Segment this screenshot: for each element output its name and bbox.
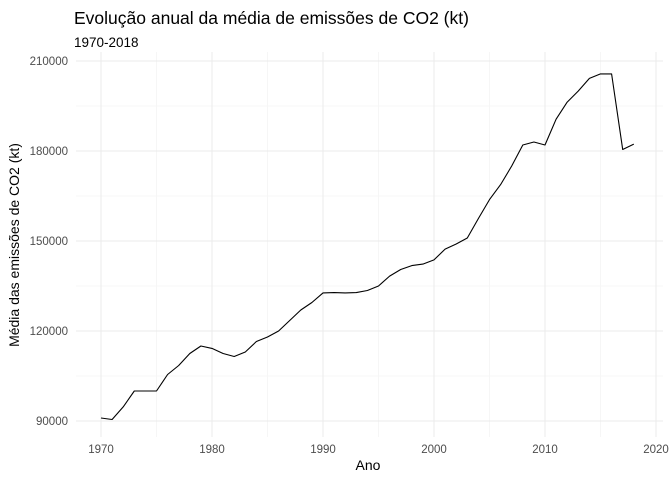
y-tick-label: 210000 (30, 56, 68, 68)
chart-subtitle: 1970-2018 (74, 35, 139, 50)
x-tick-label: 2020 (643, 444, 669, 456)
chart-title: Evolução anual da média de emissões de C… (74, 8, 469, 28)
x-tick-label: 1970 (88, 444, 114, 456)
gridlines (76, 52, 663, 437)
y-tick-label: 90000 (36, 416, 68, 428)
x-tick-label: 1990 (310, 444, 336, 456)
y-tick-label: 120000 (30, 326, 68, 338)
y-axis-ticks: 90000 120000 150000 180000 210000 (30, 56, 68, 428)
x-axis-label: Ano (356, 457, 381, 473)
y-tick-label: 150000 (30, 236, 68, 248)
x-tick-label: 1980 (199, 444, 225, 456)
y-tick-label: 180000 (30, 146, 68, 158)
series-line (100, 73, 635, 421)
x-tick-label: 2000 (421, 444, 447, 456)
series-group (100, 73, 635, 421)
x-tick-label: 2010 (532, 444, 558, 456)
y-axis-label: Média das emissões de CO2 (kt) (6, 143, 22, 347)
x-axis-ticks: 1970 1980 1990 2000 2010 2020 (88, 444, 669, 456)
